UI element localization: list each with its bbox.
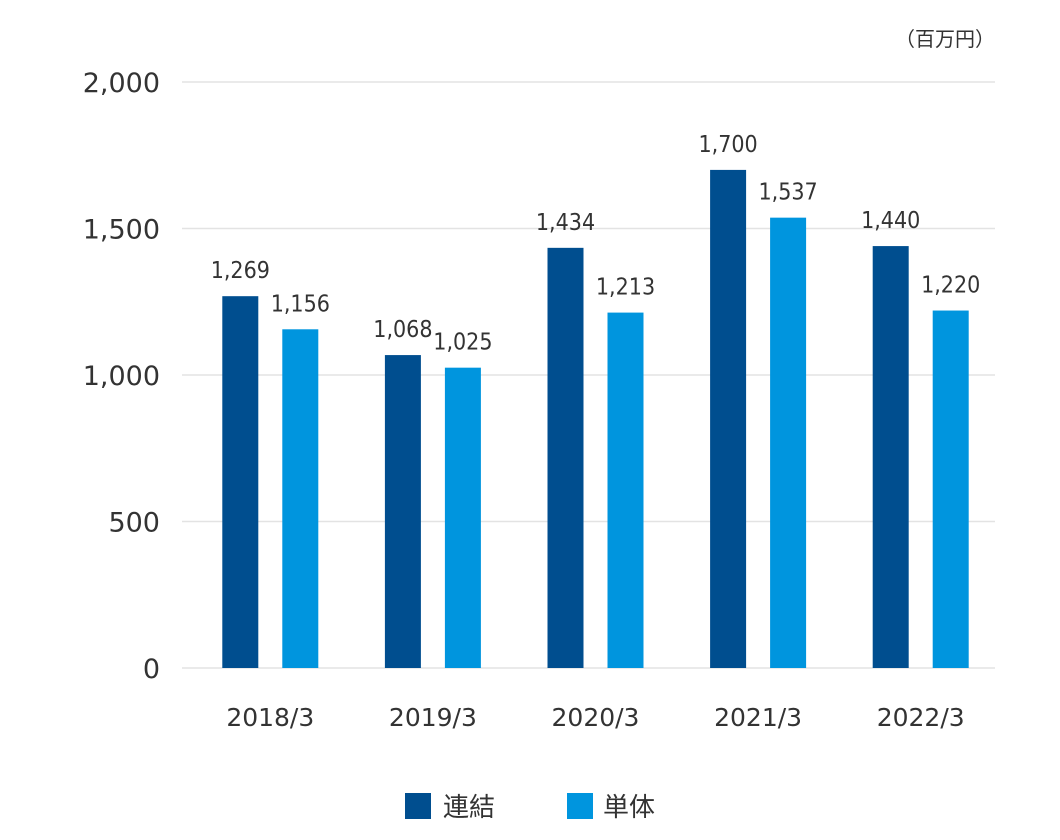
data-label: 1,068 — [373, 317, 432, 343]
data-label: 1,700 — [698, 132, 757, 158]
y-tick-label: 500 — [108, 508, 160, 539]
bar-tantai-1 — [444, 367, 481, 668]
bar-renketsu-3 — [710, 169, 747, 668]
unit-label: （百万円） — [895, 27, 995, 51]
data-label: 1,269 — [211, 258, 270, 284]
data-label: 1,156 — [271, 291, 330, 317]
data-label: 1,537 — [758, 180, 817, 206]
x-tick-label: 2018/3 — [226, 703, 314, 732]
data-label: 1,025 — [433, 330, 492, 356]
data-label: 1,220 — [921, 273, 980, 299]
legend-label-renketsu: 連結 — [443, 793, 495, 823]
x-axis: 2018/3 2019/3 2020/3 2021/3 2022/3 — [226, 703, 964, 732]
bar-tantai-3 — [770, 217, 807, 668]
data-label: 1,434 — [536, 210, 595, 236]
bar-tantai-2 — [607, 312, 644, 668]
x-tick-label: 2019/3 — [389, 703, 477, 732]
data-label: 1,213 — [596, 275, 655, 301]
legend: 連結 単体 — [405, 793, 655, 823]
legend-swatch-tantai — [567, 793, 593, 819]
legend-swatch-renketsu — [405, 793, 431, 819]
bar-renketsu-2 — [547, 247, 584, 668]
x-tick-label: 2021/3 — [714, 703, 802, 732]
y-tick-label: 2,000 — [83, 68, 160, 99]
data-label: 1,440 — [861, 208, 920, 234]
y-axis: 0 500 1,000 1,500 2,000 — [83, 68, 160, 685]
x-tick-label: 2020/3 — [552, 703, 640, 732]
bar-renketsu-1 — [384, 355, 421, 668]
y-tick-label: 0 — [143, 654, 160, 685]
bar-renketsu-0 — [222, 296, 259, 668]
bar-renketsu-4 — [872, 246, 909, 668]
y-tick-label: 1,500 — [83, 215, 160, 246]
x-tick-label: 2022/3 — [877, 703, 965, 732]
bar-tantai-4 — [932, 310, 969, 668]
y-tick-label: 1,000 — [83, 361, 160, 392]
legend-label-tantai: 単体 — [603, 793, 655, 823]
bar-tantai-0 — [282, 329, 319, 668]
